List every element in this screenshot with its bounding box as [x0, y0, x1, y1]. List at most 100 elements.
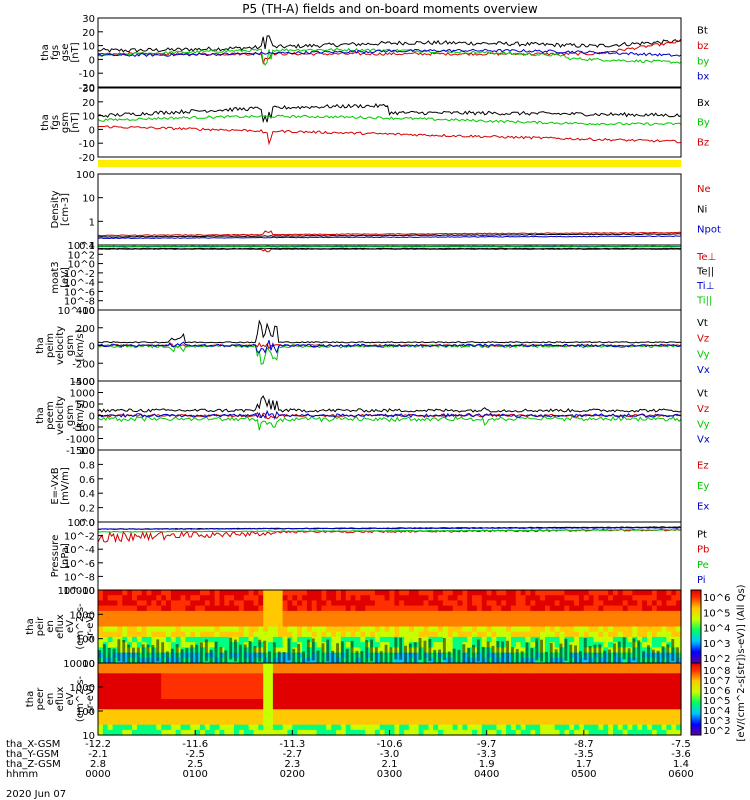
- spectrogram-cell: [656, 719, 663, 726]
- spectrogram-cell: [394, 600, 400, 607]
- spectrogram-cell: [136, 668, 143, 674]
- spectrogram-cell: [632, 610, 638, 617]
- spectrogram-cell: [598, 673, 604, 679]
- spectrogram-cell: [282, 688, 289, 695]
- spectrogram-cell: [617, 699, 624, 705]
- spectrogram-cell: [486, 693, 493, 700]
- spectrogram-cell: [452, 668, 459, 674]
- spectrogram-cell: [161, 595, 167, 601]
- spectrogram-cell: [404, 621, 410, 628]
- spectrogram-cell: [122, 605, 128, 612]
- spectrogram-cell: [175, 626, 182, 633]
- spectrogram-cell: [379, 673, 386, 679]
- spectrogram-cell: [413, 605, 420, 612]
- spectrogram-cell: [277, 610, 284, 617]
- spectrogram-dropout: [112, 648, 116, 671]
- spectrogram-cell: [185, 719, 191, 726]
- spectrogram-cell: [107, 729, 114, 736]
- y-axis-label: Pressure[nPa]: [50, 535, 71, 578]
- spectrogram-cell: [554, 595, 561, 601]
- spectrogram-cell: [253, 714, 259, 721]
- spectrogram-cell: [408, 600, 415, 607]
- spectrogram-cell: [467, 704, 473, 710]
- spectrogram-cell: [447, 719, 454, 726]
- spectrogram-cell: [530, 724, 536, 731]
- spectrogram-cell: [549, 626, 556, 633]
- spectrogram-cell: [617, 626, 624, 633]
- spectrogram-cell: [170, 600, 177, 607]
- spectrogram-cell: [219, 663, 225, 669]
- y-tick-label: 10^-4: [64, 545, 95, 556]
- spectrogram-cell: [117, 626, 123, 633]
- spectrogram-dropout: [632, 638, 636, 661]
- spectrogram-cell: [112, 688, 119, 695]
- spectrogram-cell: [117, 590, 123, 596]
- spectrogram-cell: [229, 719, 235, 726]
- spectrogram-cell: [306, 616, 313, 622]
- spectrogram-cell: [107, 590, 114, 596]
- spectrogram-cell: [452, 719, 459, 726]
- spectrogram-dropout: [608, 649, 611, 672]
- spectrogram-cell: [676, 626, 682, 633]
- spectrogram-cell: [360, 626, 366, 633]
- spectrogram-cell: [219, 626, 225, 633]
- spectrogram-cell: [316, 610, 323, 617]
- spectrogram-cell: [190, 709, 196, 715]
- spectrogram-cell: [515, 663, 522, 669]
- spectrogram-cell: [467, 595, 473, 601]
- spectrogram-cell: [200, 699, 206, 705]
- spectrogram-cell: [404, 610, 410, 617]
- spectrogram-cell: [622, 605, 629, 612]
- y-tick-label: -10: [79, 69, 95, 80]
- spectrogram-cell: [311, 724, 318, 731]
- spectrogram-cell: [306, 600, 313, 607]
- spectrogram-cell: [180, 714, 187, 721]
- spectrogram-cell: [146, 631, 153, 638]
- spectrogram-cell: [413, 663, 420, 669]
- spectrogram-cell: [234, 714, 240, 721]
- spectrogram-cell: [515, 605, 522, 612]
- spectrogram-cell: [326, 590, 332, 596]
- spectrogram-cell: [185, 663, 191, 669]
- spectrogram-cell: [389, 668, 395, 674]
- spectrogram-dropout: [132, 647, 135, 670]
- spectrogram-cell: [491, 693, 497, 700]
- spectrogram-dropout: [598, 644, 602, 667]
- spectrogram-cell: [306, 605, 313, 612]
- spectrogram-cell: [608, 631, 614, 638]
- spectrogram-cell: [117, 610, 123, 617]
- spectrogram-cell: [428, 663, 434, 669]
- spectrogram-cell: [452, 678, 459, 685]
- spectrogram-cell: [151, 621, 157, 628]
- spectrogram-cell: [190, 729, 196, 736]
- spectrogram-cell: [666, 626, 672, 633]
- y-tick-label: 0: [89, 412, 95, 423]
- spectrogram-cell: [511, 709, 517, 715]
- spectrogram-cell: [263, 621, 269, 628]
- spectrogram-cell: [268, 595, 274, 601]
- spectrogram-cell: [593, 631, 599, 638]
- spectrogram-cell: [564, 610, 570, 617]
- spectrogram-cell: [530, 663, 536, 669]
- spectrogram-cell: [170, 621, 177, 628]
- spectrogram-cell: [613, 704, 619, 710]
- spectrogram-cell: [520, 605, 527, 612]
- spectrogram-cell: [656, 642, 663, 648]
- spectrogram-cell: [442, 663, 449, 669]
- spectrogram-cell: [394, 683, 400, 690]
- spectrogram-cell: [370, 719, 376, 726]
- spectrogram-dropout: [340, 641, 344, 664]
- spectrogram-cell: [545, 719, 551, 726]
- spectrogram-cell: [545, 663, 551, 669]
- spectrogram-cell: [253, 595, 259, 601]
- spectrogram-cell: [467, 729, 473, 736]
- spectrogram-cell: [263, 699, 269, 705]
- spectrogram-cell: [467, 642, 473, 648]
- spectrogram-cell: [263, 610, 269, 617]
- spectrogram-cell: [272, 673, 279, 679]
- spectrogram-cell: [452, 704, 459, 710]
- spectrogram-cell: [277, 642, 284, 648]
- panel-8: 10^010^-210^-410^-610^-810^-10Pressure[n…: [50, 518, 709, 597]
- spectrogram-cell: [408, 626, 415, 633]
- spectrogram-dropout: [151, 645, 155, 667]
